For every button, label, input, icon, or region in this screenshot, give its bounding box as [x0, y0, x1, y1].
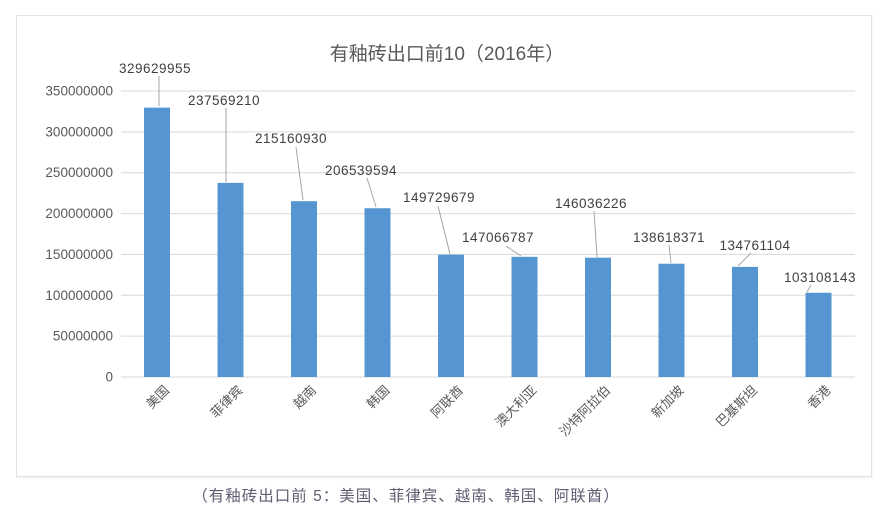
bar: [805, 292, 832, 377]
x-category-label: 越南: [290, 383, 319, 412]
x-category-label: 菲律宾: [207, 383, 245, 421]
x-category-label: 香港: [805, 383, 834, 412]
bar: [364, 208, 391, 377]
bar-value-label: 134761104: [719, 238, 790, 253]
y-tick-label: 50000000: [53, 329, 113, 344]
bar-value-label: 146036226: [555, 196, 627, 211]
x-category-label: 澳大利亚: [492, 383, 539, 430]
bar-value-label: 237569210: [188, 93, 260, 108]
chart-title: 有釉砖出口前10（2016年）: [330, 43, 564, 65]
leader-line: [437, 205, 451, 255]
leader-line: [737, 252, 752, 267]
bar-value-label: 138618371: [633, 230, 705, 245]
chart-caption: （有釉砖出口前 5：美国、菲律宾、越南、韩国、阿联酋）: [192, 488, 620, 505]
bar: [732, 266, 758, 377]
y-tick-label: 0: [105, 370, 113, 385]
bar-value-label: 215160930: [255, 131, 327, 146]
leader-line: [806, 284, 812, 293]
leader-line: [593, 210, 598, 258]
bar: [438, 254, 464, 377]
y-tick-label: 300000000: [45, 124, 113, 139]
x-category-label: 韩国: [364, 383, 393, 412]
bar: [144, 107, 170, 377]
bar-value-label: 329629955: [119, 61, 191, 76]
y-tick-label: 150000000: [45, 247, 113, 262]
leader-line: [295, 146, 304, 201]
bar: [511, 256, 538, 377]
bar: [217, 182, 244, 377]
bar-chart: 有釉砖出口前10（2016年） 0 50000000 100000000 1500000…: [45, 43, 856, 440]
bar: [658, 263, 685, 377]
bar-value-label: 206539594: [325, 163, 397, 178]
x-category-label: 美国: [143, 383, 172, 412]
bar-value-label: 103108143: [784, 270, 856, 285]
y-tick-label: 200000000: [45, 206, 113, 221]
y-tick-label: 250000000: [45, 165, 113, 180]
bar-value-label: 147066787: [462, 230, 534, 245]
chart-container: 有釉砖出口前10（2016年） 0 50000000 100000000 1500000…: [16, 15, 872, 477]
leader-line: [366, 177, 377, 208]
bar: [585, 257, 611, 377]
leader-line: [505, 245, 522, 257]
x-category-label: 沙特阿拉伯: [557, 383, 614, 440]
leader-line: [668, 244, 672, 264]
y-tick-label: 350000000: [45, 84, 113, 99]
x-category-label: 新加坡: [648, 383, 686, 421]
x-category-label: 巴基斯坦: [713, 383, 760, 430]
y-tick-label: 100000000: [45, 288, 113, 303]
bar-value-label: 149729679: [403, 190, 475, 205]
x-category-label: 阿联酋: [428, 383, 466, 421]
bar: [291, 201, 317, 377]
